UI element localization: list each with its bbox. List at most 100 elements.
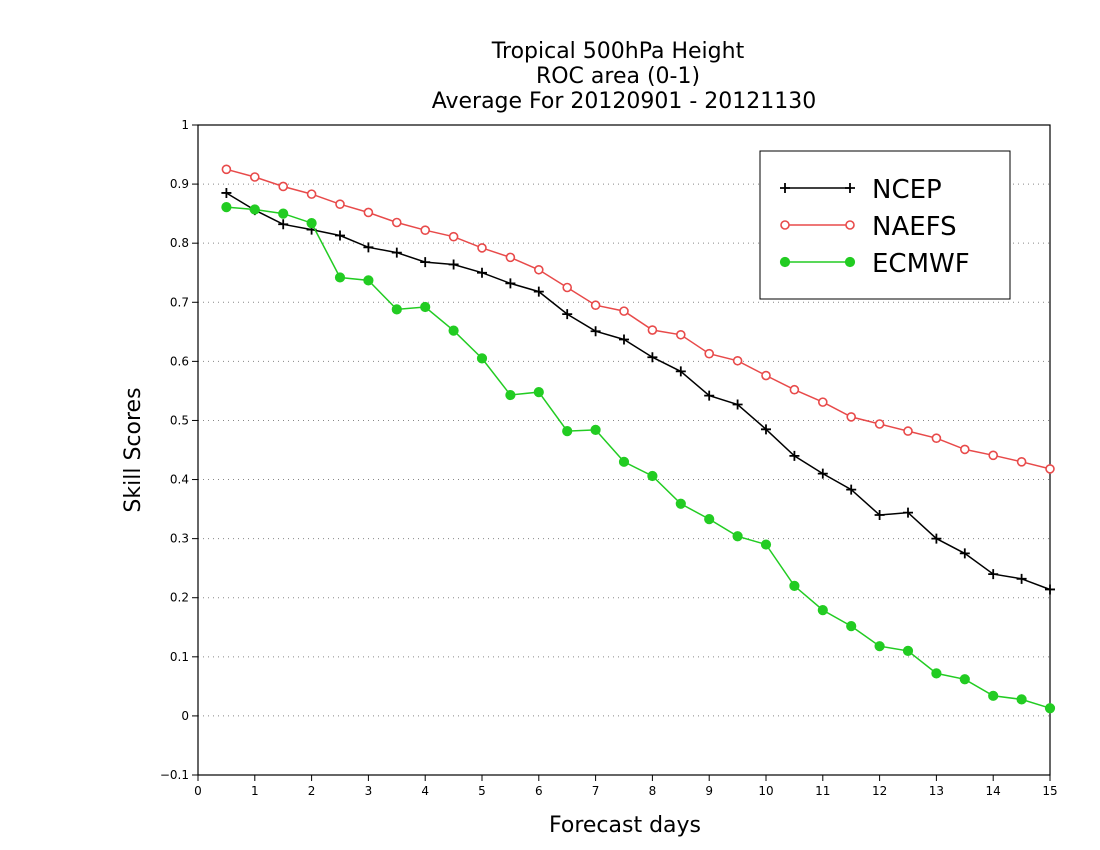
y-tick-label: 0.3 bbox=[170, 532, 189, 546]
naefs-point bbox=[278, 181, 289, 192]
legend-marker bbox=[844, 256, 856, 268]
naefs-point bbox=[306, 189, 317, 199]
naefs-point bbox=[846, 412, 857, 422]
x-tick-label: 9 bbox=[705, 784, 713, 798]
naefs-point bbox=[562, 282, 573, 293]
legend-marker bbox=[845, 183, 855, 193]
x-axis: 0 1 2 3 4 5 6 7 8 9 10 11 12 13 14 15 bbox=[194, 775, 1058, 798]
legend-marker bbox=[780, 183, 790, 193]
ecmwf-point bbox=[846, 620, 857, 632]
ecmwf-point bbox=[505, 389, 516, 401]
naefs-point bbox=[761, 370, 771, 381]
legend-item-ecmwf: ECMWF bbox=[779, 249, 970, 279]
ncep-point bbox=[846, 484, 857, 495]
ecmwf-point bbox=[988, 690, 999, 701]
naefs-point bbox=[675, 329, 686, 340]
ecmwf-point bbox=[590, 424, 601, 436]
ncep-point bbox=[363, 242, 374, 253]
ecmwf-point bbox=[391, 304, 402, 315]
ecmwf-point bbox=[533, 386, 544, 398]
legend-marker bbox=[779, 256, 791, 268]
ecmwf-point bbox=[874, 641, 885, 652]
ncep-point bbox=[278, 219, 289, 230]
x-tick-label: 2 bbox=[308, 784, 316, 798]
ecmwf-point bbox=[647, 470, 658, 482]
legend-marker bbox=[780, 220, 790, 230]
ncep-point bbox=[647, 352, 658, 363]
naefs-point bbox=[250, 172, 260, 182]
y-tick-label: 0 bbox=[181, 709, 189, 723]
naefs-point bbox=[420, 225, 431, 235]
ncep-point bbox=[959, 548, 970, 559]
ncep-point bbox=[420, 257, 431, 268]
ncep-point bbox=[1016, 573, 1027, 584]
ecmwf-point bbox=[817, 605, 828, 616]
ncep-point bbox=[619, 334, 629, 345]
ecmwf-point bbox=[760, 539, 772, 550]
ecmwf-point bbox=[334, 272, 346, 283]
ncep-point bbox=[335, 230, 345, 241]
legend-label: NCEP bbox=[872, 175, 942, 205]
legend-marker bbox=[845, 220, 855, 230]
ncep-point bbox=[789, 450, 800, 461]
ncep-point bbox=[675, 366, 686, 377]
naefs-point bbox=[533, 264, 544, 275]
ncep-point bbox=[704, 390, 715, 401]
naefs-point bbox=[221, 164, 232, 175]
y-tick-label: 0.8 bbox=[170, 236, 189, 250]
ncep-point bbox=[533, 286, 544, 297]
legend-item-ncep: NCEP bbox=[780, 175, 942, 205]
y-tick-label: 0.5 bbox=[170, 413, 189, 427]
series-ecmwf bbox=[221, 202, 1056, 714]
naefs-point bbox=[335, 199, 345, 209]
naefs-point bbox=[903, 426, 913, 436]
ecmwf-point bbox=[278, 208, 289, 219]
ncep-point bbox=[732, 399, 743, 410]
y-tick-label: 0.2 bbox=[170, 591, 189, 605]
legend-label: ECMWF bbox=[872, 249, 970, 279]
y-axis-title: Skill Scores bbox=[121, 387, 146, 512]
x-tick-label: 5 bbox=[478, 784, 486, 798]
x-tick-label: 13 bbox=[929, 784, 944, 798]
naefs-point bbox=[789, 384, 800, 395]
ecmwf-point bbox=[959, 674, 970, 685]
ecmwf-point bbox=[249, 204, 260, 215]
ecmwf-point bbox=[448, 325, 459, 336]
ncep-line bbox=[226, 192, 1051, 591]
x-tick-label: 3 bbox=[365, 784, 373, 798]
naefs-point bbox=[931, 433, 942, 443]
naefs-point bbox=[477, 243, 487, 253]
ecmwf-point bbox=[420, 301, 431, 313]
ncep-point bbox=[477, 267, 487, 278]
x-tick-label: 15 bbox=[1042, 784, 1057, 798]
ncep-point bbox=[391, 247, 402, 258]
naefs-point bbox=[647, 325, 658, 335]
title-line-1: Tropical 500hPa Height bbox=[491, 39, 745, 64]
naefs-point bbox=[988, 450, 999, 461]
y-axis: −0.1 0 0.1 0.2 0.3 0.4 0.5 0.6 0.7 0.8 0.9 1 bbox=[160, 118, 198, 782]
x-tick-label: 0 bbox=[194, 784, 202, 798]
chart-title: Tropical 500hPa Height ROC area (0-1) Av… bbox=[432, 39, 817, 114]
ecmwf-point bbox=[931, 668, 942, 679]
ecmwf-point bbox=[902, 645, 914, 657]
y-tick-label: 0.1 bbox=[170, 650, 189, 664]
naefs-point bbox=[363, 207, 374, 218]
ncep-point bbox=[874, 510, 885, 520]
y-tick-label: 0.4 bbox=[170, 473, 189, 487]
naefs-point bbox=[732, 355, 743, 366]
ncep-point bbox=[1045, 584, 1055, 595]
x-tick-label: 7 bbox=[592, 784, 600, 798]
x-tick-label: 14 bbox=[986, 784, 1001, 798]
naefs-point bbox=[590, 300, 601, 311]
naefs-point bbox=[959, 444, 970, 455]
ncep-point bbox=[761, 424, 771, 435]
series-ncep bbox=[221, 187, 1055, 595]
title-line-2: ROC area (0-1) bbox=[536, 64, 700, 89]
naefs-point bbox=[505, 252, 516, 263]
title-line-3: Average For 20120901 - 20121130 bbox=[432, 89, 817, 114]
ecmwf-point bbox=[704, 514, 715, 525]
x-tick-label: 6 bbox=[535, 784, 543, 798]
naefs-point bbox=[874, 419, 885, 429]
x-tick-label: 11 bbox=[815, 784, 830, 798]
